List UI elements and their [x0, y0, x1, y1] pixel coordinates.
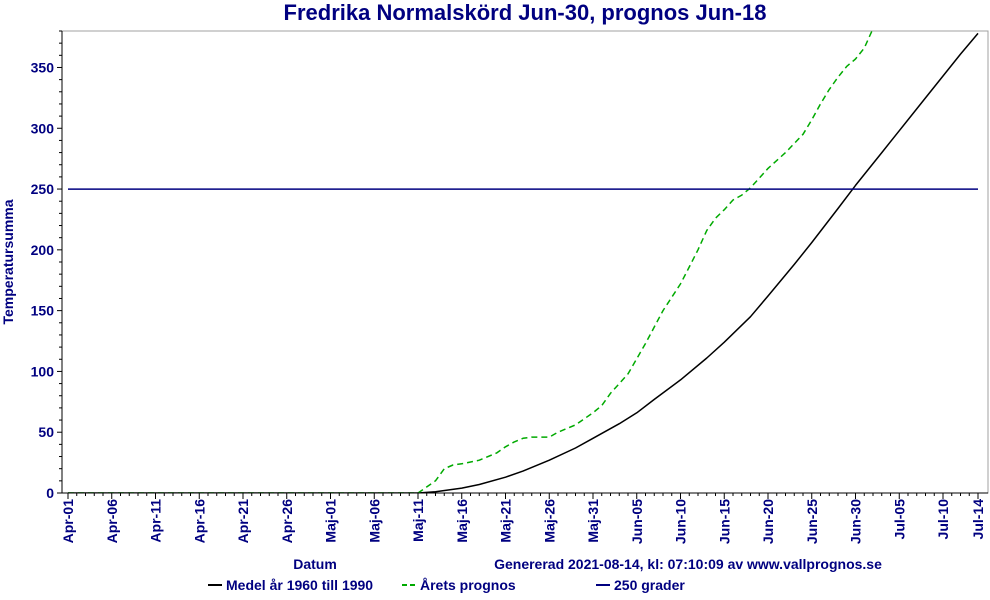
x-tick-label: Maj-26 [541, 499, 557, 543]
y-tick-label: 250 [31, 181, 55, 197]
plot-area [61, 30, 989, 494]
generated-note: Genererad 2021-08-14, kl: 07:10:09 av ww… [494, 556, 882, 572]
y-tick-label: 150 [31, 303, 55, 319]
x-tick-label: Jun-20 [760, 499, 776, 544]
legend: Medel år 1960 till 1990 Årets prognos 250 … [208, 577, 685, 593]
x-tick-label: Jul-05 [891, 499, 907, 540]
y-axis-label: Temperatursumma [0, 199, 16, 324]
x-tick-label: Maj-11 [410, 499, 426, 542]
y-ticks: 0 50 100 150 200 250 300 350 [31, 30, 62, 501]
x-tick-label: Maj-06 [366, 499, 382, 543]
x-tick-label: Maj-21 [498, 499, 514, 543]
x-tick-label: Maj-16 [454, 499, 470, 543]
x-tick-label: Jul-14 [970, 499, 986, 540]
y-tick-label: 350 [31, 59, 55, 75]
x-tick-label: Apr-11 [148, 499, 164, 543]
legend-label: 250 grader [614, 577, 685, 593]
chart-title: Fredrika Normalskörd Jun-30, prognos Jun… [284, 0, 767, 25]
series-layer [68, 31, 979, 493]
x-tick-label: Apr-16 [191, 499, 207, 544]
x-tick-label: Jun-05 [629, 499, 645, 544]
series-line-1 [68, 31, 873, 493]
x-tick-label: Jul-10 [935, 499, 951, 540]
y-tick-label: 100 [31, 363, 55, 379]
series-line-0 [68, 32, 979, 493]
x-tick-label: Jun-15 [716, 499, 732, 544]
legend-label: Årets prognos [420, 577, 516, 593]
x-tick-label: Apr-21 [235, 499, 251, 544]
legend-label: Medel år 1960 till 1990 [226, 577, 373, 593]
y-tick-label: 0 [46, 485, 54, 501]
x-tick-label: Jun-10 [673, 499, 689, 544]
x-tick-label: Maj-01 [323, 499, 339, 543]
y-tick-label: 200 [31, 242, 55, 258]
x-tick-label: Apr-26 [279, 499, 295, 544]
x-axis-label: Datum [293, 556, 337, 572]
x-ticks: Apr-01 Apr-06 Apr-11 Apr-16 Apr-21 Apr-26 Maj-… [60, 493, 986, 544]
x-tick-label: Maj-31 [585, 499, 601, 543]
x-tick-label: Apr-06 [104, 499, 120, 544]
x-tick-label: Jun-30 [848, 499, 864, 544]
x-tick-label: Apr-01 [60, 499, 76, 544]
y-tick-label: 50 [38, 424, 54, 440]
y-tick-label: 300 [31, 120, 55, 136]
x-tick-label: Jun-25 [804, 499, 820, 544]
